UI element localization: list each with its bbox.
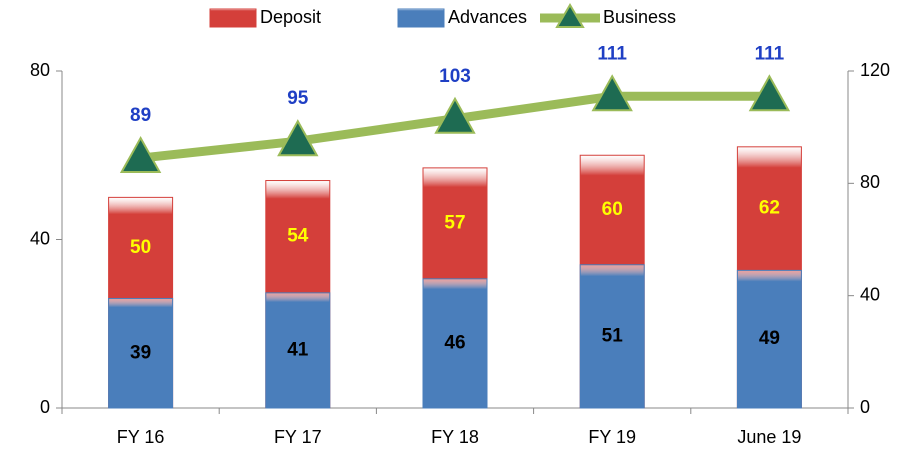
- data-label: 111: [597, 43, 627, 64]
- x-tick-label: FY 17: [274, 427, 322, 447]
- data-label: 54: [287, 226, 309, 247]
- x-tick-label: June 19: [737, 427, 801, 447]
- data-label: 111: [755, 43, 785, 64]
- data-label: 49: [759, 328, 780, 349]
- x-tick-label: FY 18: [431, 427, 479, 447]
- data-label: 41: [287, 339, 309, 360]
- bar: [422, 278, 488, 409]
- legend-marker: [555, 3, 585, 28]
- bar: [579, 264, 645, 409]
- y2-tick-label: 40: [860, 284, 880, 304]
- y2-tick-label: 0: [860, 397, 870, 417]
- legend-swatch: [209, 8, 257, 28]
- marker: [277, 119, 319, 157]
- data-label: 50: [130, 237, 151, 258]
- x-tick-label: FY 19: [588, 427, 636, 447]
- data-label: 103: [439, 66, 471, 87]
- legend-label: Advances: [448, 7, 527, 27]
- y2-tick-label: 80: [860, 172, 880, 192]
- marker: [591, 74, 633, 112]
- data-label: 89: [130, 105, 151, 126]
- x-tick-label: FY 16: [117, 427, 165, 447]
- data-label: 62: [759, 198, 780, 219]
- data-label: 60: [602, 199, 623, 220]
- bar: [108, 297, 174, 409]
- y-tick-label: 40: [30, 228, 50, 248]
- marker: [119, 136, 162, 174]
- bar: [265, 292, 331, 409]
- y2-tick-label: 120: [860, 60, 890, 80]
- data-label: 46: [444, 332, 465, 353]
- data-label: 51: [602, 325, 624, 346]
- legend-swatch: [397, 8, 445, 28]
- legend-label: Deposit: [260, 7, 321, 27]
- legend-label: Business: [603, 7, 676, 27]
- data-label: 95: [287, 88, 309, 109]
- y-tick-label: 0: [40, 397, 50, 417]
- marker: [434, 96, 476, 134]
- data-label: 57: [444, 212, 465, 233]
- y-tick-label: 80: [30, 60, 50, 80]
- bar: [736, 269, 802, 409]
- marker: [748, 74, 791, 112]
- data-label: 39: [130, 342, 151, 363]
